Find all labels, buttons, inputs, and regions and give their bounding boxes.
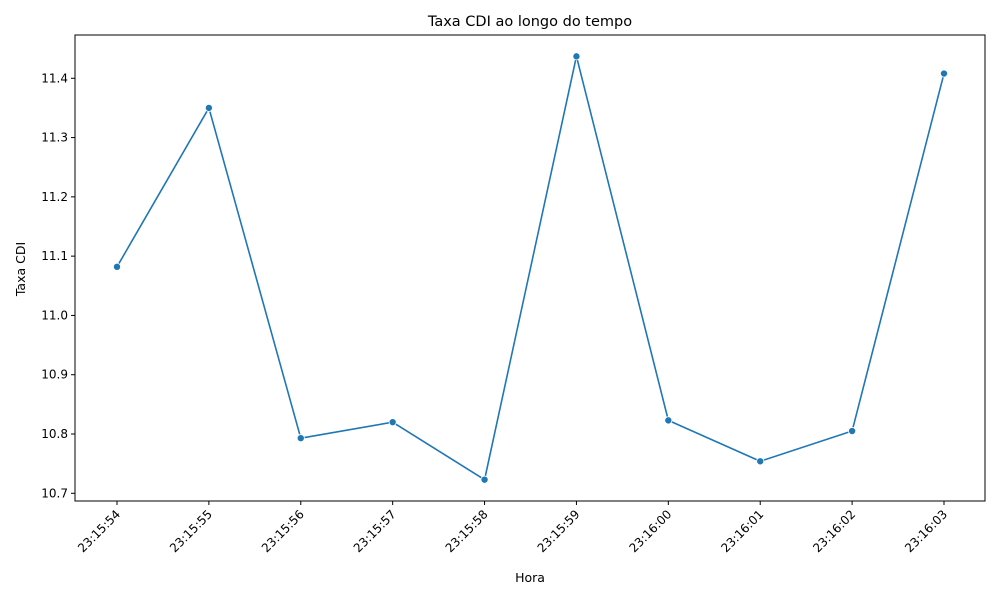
series-group xyxy=(113,52,949,484)
x-tick-label: 23:16:00 xyxy=(626,507,674,555)
x-axis: 23:15:54 23:15:55 23:15:56 23:15:57 23:15:58… xyxy=(75,501,950,555)
x-tick-label: 23:15:57 xyxy=(351,507,399,555)
data-point xyxy=(204,103,213,112)
data-point xyxy=(113,262,122,271)
data-point xyxy=(848,427,857,436)
y-tick-label: 10.8 xyxy=(41,427,68,441)
y-axis: 10.7 10.8 10.9 11.0 11.1 11.2 11.3 11.4 xyxy=(41,71,75,500)
series-line xyxy=(116,55,945,481)
x-tick-label: 23:16:02 xyxy=(810,507,858,555)
data-point xyxy=(664,416,673,425)
y-tick-label: 11.1 xyxy=(41,249,68,263)
x-tick-label: 23:15:55 xyxy=(167,507,215,555)
y-tick-label: 11.2 xyxy=(41,190,68,204)
x-tick-label: 23:16:03 xyxy=(902,507,950,555)
data-point xyxy=(756,457,765,466)
x-tick-label: 23:15:59 xyxy=(535,507,583,555)
x-axis-label: Hora xyxy=(515,570,545,585)
x-tick-label: 23:16:01 xyxy=(718,507,766,555)
data-point xyxy=(480,475,489,484)
y-axis-label: Taxa CDI xyxy=(13,242,28,297)
data-point xyxy=(296,434,305,443)
y-tick-label: 11.4 xyxy=(41,71,68,85)
x-tick-label: 23:15:58 xyxy=(443,507,491,555)
y-tick-label: 10.9 xyxy=(41,368,68,382)
data-point xyxy=(388,418,397,427)
y-tick-label: 10.7 xyxy=(41,486,68,500)
x-tick-label: 23:15:56 xyxy=(259,507,307,555)
data-point xyxy=(940,69,949,78)
plot-area-frame xyxy=(74,34,986,502)
chart-title: Taxa CDI ao longo do tempo xyxy=(427,14,632,30)
y-tick-label: 11.3 xyxy=(41,131,68,145)
x-tick-label: 23:15:54 xyxy=(75,507,123,555)
data-point xyxy=(572,52,581,61)
y-tick-label: 11.0 xyxy=(41,308,68,322)
